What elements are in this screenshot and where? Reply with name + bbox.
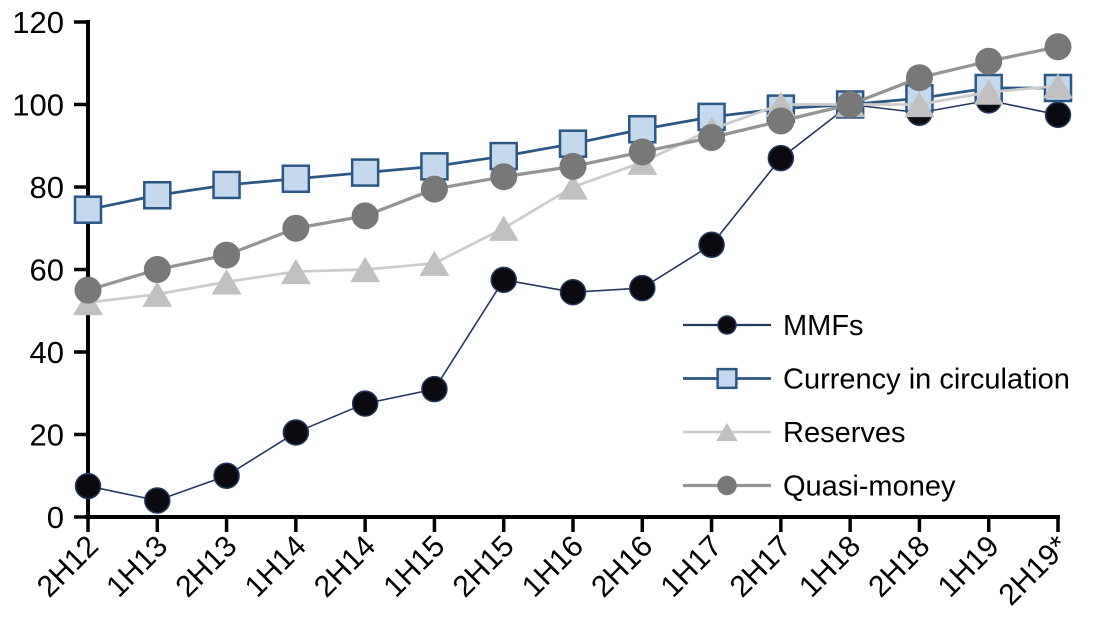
- mmfs-marker: [144, 487, 171, 514]
- mmfs-marker: [282, 419, 310, 446]
- x-tick-label: 1H16: [516, 530, 590, 604]
- mmfs-marker: [698, 231, 725, 258]
- mmfs-marker: [490, 266, 517, 294]
- legend-label: Reserves: [783, 417, 906, 449]
- mmfs-legend-marker: [717, 315, 737, 335]
- x-tick-label: 1H17: [654, 530, 728, 604]
- reserves-marker: [558, 174, 588, 200]
- quasi-money-marker: [282, 214, 310, 242]
- reserves-legend-marker: [716, 422, 738, 442]
- x-tick-label: 2H18: [862, 530, 936, 604]
- quasi-money-marker: [351, 202, 379, 230]
- quasi-money-marker: [213, 241, 241, 269]
- y-tick-label: 0: [47, 500, 64, 535]
- mmfs-marker: [767, 144, 795, 172]
- x-tick-label: 2H13: [169, 530, 243, 604]
- legend-label: Quasi-money: [783, 471, 956, 503]
- x-tick-label: 1H14: [239, 530, 313, 604]
- x-tick-label: 1H19: [932, 530, 1006, 604]
- x-tick-label: 2H19*: [993, 529, 1076, 612]
- legend-label: Currency in circulation: [783, 364, 1070, 396]
- x-tick-label: 1H13: [100, 530, 174, 604]
- currency-in-circulation-marker: [350, 158, 380, 187]
- y-tick-label: 120: [12, 5, 64, 40]
- currency-in-circulation-marker: [420, 152, 449, 181]
- quasi-money-marker: [74, 276, 102, 304]
- reserves-marker: [1043, 73, 1073, 99]
- series-quasi-money: [74, 33, 1072, 304]
- x-tick-label: 2H12: [31, 530, 105, 604]
- reserves-marker: [419, 250, 450, 276]
- y-tick-label: 100: [12, 88, 64, 123]
- y-tick-label: 80: [30, 170, 64, 205]
- reserves-marker: [973, 79, 1004, 105]
- legend: MMFs Currency in circulation Reserves Quasi…: [683, 310, 1070, 503]
- mmfs-marker: [1044, 101, 1072, 129]
- quasi-money-marker: [698, 124, 726, 151]
- currency-in-circulation-marker: [628, 115, 657, 144]
- reserves-marker: [280, 258, 311, 285]
- x-tick-label: 1H15: [377, 530, 451, 604]
- y-tick-label: 60: [30, 253, 64, 288]
- currency-in-circulation-legend-marker: [716, 367, 738, 390]
- legend-item-reserves: Reserves: [683, 417, 906, 449]
- quasi-money-marker: [143, 256, 171, 283]
- quasi-money-legend-marker: [717, 475, 737, 496]
- reserves-marker: [350, 256, 381, 283]
- mmfs-marker: [213, 462, 240, 489]
- mmfs-marker: [74, 472, 102, 500]
- quasi-money-marker: [420, 175, 448, 203]
- reserves-marker: [488, 215, 519, 241]
- reserves-marker: [904, 91, 935, 118]
- currency-in-circulation-marker: [558, 129, 588, 158]
- quasi-money-marker: [836, 91, 864, 118]
- legend-item-mmfs: MMFs: [683, 310, 864, 342]
- y-tick-label: 20: [30, 418, 64, 453]
- x-tick-label: 1H18: [793, 530, 867, 604]
- x-tick-label: 2H17: [724, 530, 798, 604]
- quasi-money-marker: [905, 64, 933, 92]
- x-tick-label: 2H15: [447, 530, 521, 604]
- legend-item-quasi-money: Quasi-money: [683, 471, 956, 503]
- mmfs-marker: [629, 274, 656, 302]
- mmfs-marker: [559, 278, 587, 306]
- currency-in-circulation-marker: [212, 170, 241, 200]
- quasi-money-marker: [1044, 33, 1072, 61]
- currency-in-circulation-marker: [143, 181, 172, 210]
- currency-in-circulation-marker: [281, 164, 311, 193]
- legend-label: MMFs: [783, 310, 864, 342]
- x-tick-label: 2H14: [308, 530, 382, 604]
- currency-in-circulation-marker: [73, 195, 103, 224]
- quasi-money-marker: [975, 47, 1003, 75]
- currency-in-circulation-marker: [489, 141, 518, 171]
- x-tick-label: 2H16: [585, 530, 659, 604]
- reserves-marker: [211, 269, 242, 295]
- quasi-money-marker: [559, 152, 587, 180]
- mmfs-marker: [421, 375, 448, 403]
- quasi-money-marker: [767, 107, 795, 135]
- y-tick-label: 40: [30, 335, 64, 370]
- legend-item-currency-in-circulation: Currency in circulation: [683, 364, 1070, 396]
- quasi-money-marker: [628, 138, 656, 166]
- quasi-money-marker: [490, 163, 518, 191]
- mmfs-marker: [351, 390, 379, 417]
- reserves-marker: [142, 281, 173, 307]
